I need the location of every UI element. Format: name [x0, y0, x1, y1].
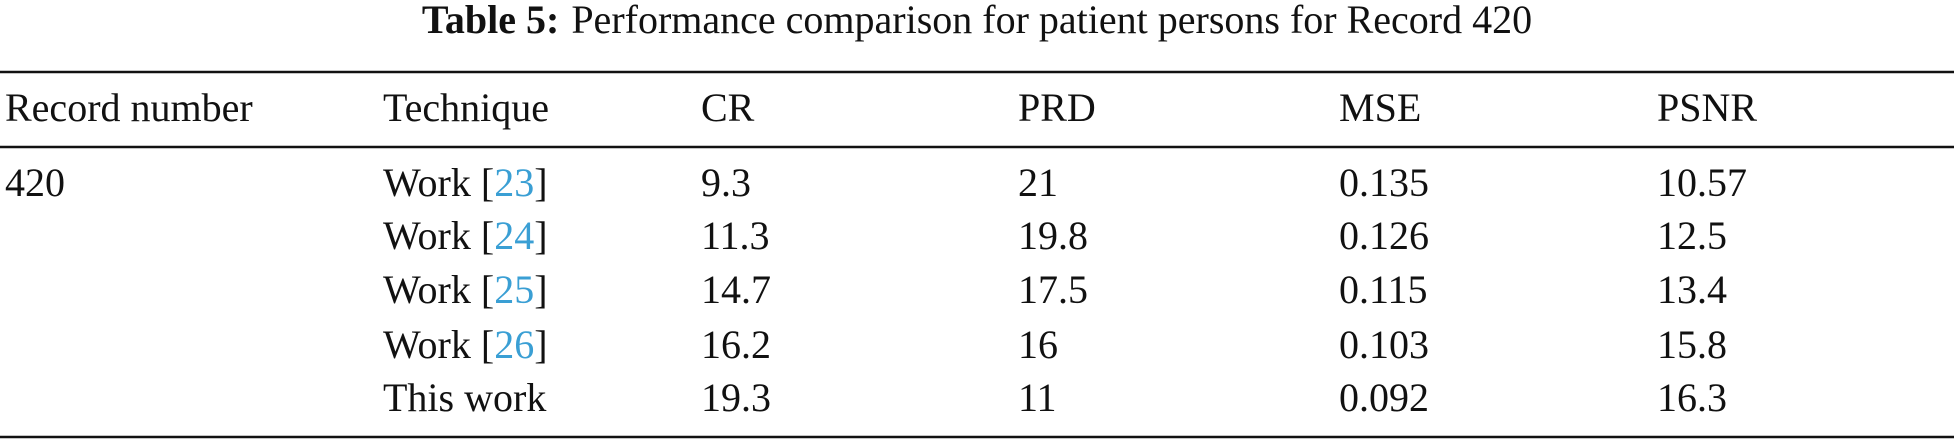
cell: 21: [1018, 160, 1058, 205]
cell: 17.5: [1018, 267, 1088, 312]
cell: 0.135: [1339, 160, 1429, 205]
cell: 0.115: [1339, 267, 1428, 312]
technique-cell: This work: [383, 375, 546, 420]
header-cell: MSE: [1339, 85, 1421, 130]
cell: 16: [1018, 322, 1058, 367]
cell-text: Work [: [383, 267, 494, 312]
cell-text: ]: [534, 160, 547, 205]
cell-text: Work [: [383, 160, 494, 205]
cell: 11.3: [701, 213, 770, 258]
cell: 0.126: [1339, 213, 1429, 258]
header-cell: PSNR: [1657, 85, 1757, 130]
cell: 12.5: [1657, 213, 1727, 258]
cell: 16.2: [701, 322, 771, 367]
reference-link: 23: [494, 160, 534, 205]
cell-text: Work [: [383, 322, 494, 367]
reference-link: 24: [494, 213, 534, 258]
caption: Table 5: Performance comparison for patie…: [422, 0, 1532, 42]
caption-label: Table 5:: [422, 0, 559, 42]
cell: 420: [5, 160, 65, 205]
cell: 14.7: [701, 267, 771, 312]
cell: 16.3: [1657, 375, 1727, 420]
cell-text: This work: [383, 375, 546, 420]
header-cell: CR: [701, 85, 755, 130]
technique-cell: Work [25]: [383, 267, 548, 312]
cell: 10.57: [1657, 160, 1747, 205]
cell: 9.3: [701, 160, 751, 205]
cell: 0.103: [1339, 322, 1429, 367]
technique-cell: Work [24]: [383, 213, 548, 258]
cell: 13.4: [1657, 267, 1727, 312]
reference-link: 26: [494, 322, 534, 367]
technique-cell: Work [26]: [383, 322, 548, 367]
cell-text: ]: [534, 213, 547, 258]
cell-text: ]: [534, 322, 547, 367]
caption-text: Performance comparison for patient perso…: [571, 0, 1532, 42]
cell-text: Work [: [383, 213, 494, 258]
cell: 0.092: [1339, 375, 1429, 420]
cell: 15.8: [1657, 322, 1727, 367]
header-cell: PRD: [1018, 85, 1096, 130]
cell-text: ]: [534, 267, 547, 312]
header-cell: Record number: [5, 85, 253, 130]
cell: 11: [1018, 375, 1057, 420]
reference-link: 25: [494, 267, 534, 312]
header-cell: Technique: [383, 85, 549, 130]
cell: 19.8: [1018, 213, 1088, 258]
technique-cell: Work [23]: [383, 160, 548, 205]
cell: 19.3: [701, 375, 771, 420]
